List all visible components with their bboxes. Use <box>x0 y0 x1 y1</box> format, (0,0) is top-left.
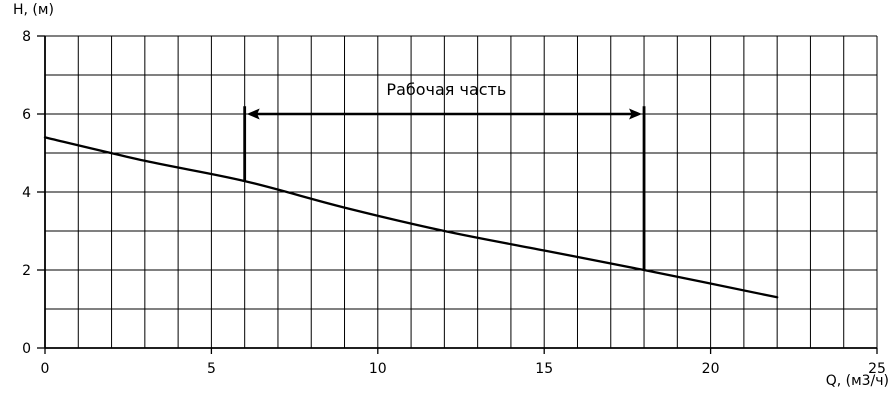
x-tick-label: 0 <box>41 361 50 377</box>
y-tick-label: 2 <box>22 263 31 279</box>
y-tick-label: 0 <box>22 341 31 357</box>
y-axis-title: H, (м) <box>13 2 54 18</box>
x-tick-label: 25 <box>868 361 886 377</box>
working-range-label: Рабочая часть <box>386 80 507 99</box>
arrow-head-left-icon <box>246 108 260 120</box>
x-tick-label: 15 <box>535 361 553 377</box>
y-tick-label: 6 <box>22 107 31 123</box>
x-tick-label: 10 <box>369 361 387 377</box>
x-axis-title: Q, (м3/ч) <box>825 373 889 389</box>
x-tick-label: 5 <box>207 361 216 377</box>
x-tick-label: 20 <box>702 361 720 377</box>
arrow-head-right-icon <box>629 108 643 120</box>
y-tick-label: 8 <box>22 29 31 45</box>
pump-curve <box>43 136 779 299</box>
y-tick-label: 4 <box>22 185 31 201</box>
